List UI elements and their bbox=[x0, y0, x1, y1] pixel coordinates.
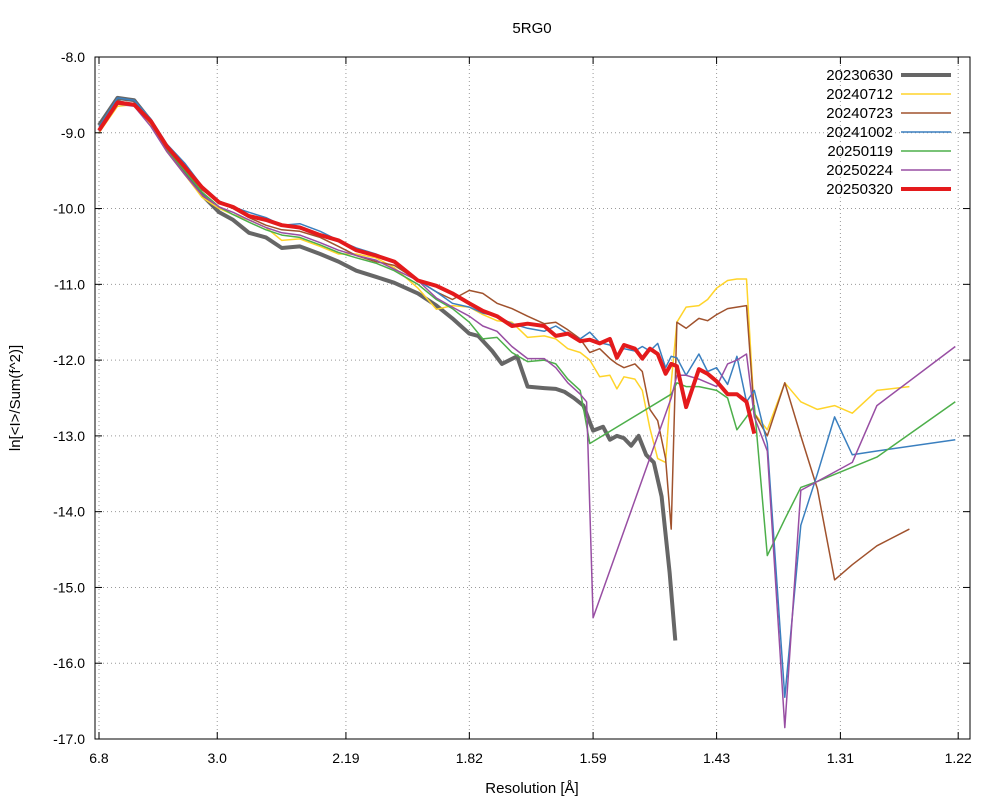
y-tick-labels: -8.0 -9.0 -10.0 -11.0 -12.0 -13.0 -14.0 -15.0 -1… bbox=[53, 49, 85, 747]
x-tick-label: 2.19 bbox=[332, 750, 359, 766]
y-tick-label: -15.0 bbox=[53, 579, 85, 595]
x-axis-label: Resolution [Å] bbox=[485, 780, 578, 797]
legend-label: 20230630 bbox=[826, 67, 893, 84]
y-tick-label: -10.0 bbox=[53, 201, 85, 217]
x-tick-label: 1.59 bbox=[579, 750, 606, 766]
legend-label: 20240712 bbox=[826, 86, 893, 103]
grid-lines bbox=[95, 56, 970, 740]
y-tick-label: -14.0 bbox=[53, 504, 85, 520]
tick-marks bbox=[95, 56, 970, 740]
legend-label: 20250224 bbox=[826, 162, 893, 179]
x-tick-label: 1.82 bbox=[456, 750, 483, 766]
x-tick-label: 3.0 bbox=[208, 750, 228, 766]
series-line-20230630 bbox=[97, 95, 678, 641]
y-tick-label: -12.0 bbox=[53, 352, 85, 368]
series-line-20250320 bbox=[97, 100, 757, 435]
chart-title: 5RG0 bbox=[512, 20, 551, 37]
x-tick-label: 6.8 bbox=[89, 750, 109, 766]
y-tick-label: -9.0 bbox=[61, 125, 85, 141]
legend: 20230630 20240712 20240723 20241002 20250119… bbox=[826, 67, 951, 198]
y-tick-label: -17.0 bbox=[53, 731, 85, 747]
y-axis-label: ln[<I>/Sum(f^2)] bbox=[7, 345, 24, 451]
series-line-20240712 bbox=[98, 103, 910, 464]
series-lines bbox=[97, 95, 956, 729]
series-line-20250224 bbox=[98, 103, 956, 729]
legend-label: 20250119 bbox=[827, 143, 893, 160]
x-tick-labels: 6.8 3.0 2.19 1.82 1.59 1.43 1.31 1.22 bbox=[89, 750, 972, 766]
y-tick-label: -8.0 bbox=[61, 49, 85, 65]
y-tick-label: -13.0 bbox=[53, 428, 85, 444]
legend-label: 20250320 bbox=[826, 181, 893, 198]
legend-label: 20241002 bbox=[826, 124, 893, 141]
series-line-20250119 bbox=[98, 101, 956, 557]
x-tick-label: 1.43 bbox=[703, 750, 730, 766]
x-tick-label: 1.22 bbox=[945, 750, 972, 766]
legend-label: 20240723 bbox=[826, 105, 893, 122]
y-tick-label: -11.0 bbox=[54, 276, 85, 292]
y-tick-label: -16.0 bbox=[53, 655, 85, 671]
x-tick-label: 1.31 bbox=[827, 750, 854, 766]
series-line-20240723 bbox=[98, 100, 910, 581]
plot-frame bbox=[94, 56, 971, 740]
